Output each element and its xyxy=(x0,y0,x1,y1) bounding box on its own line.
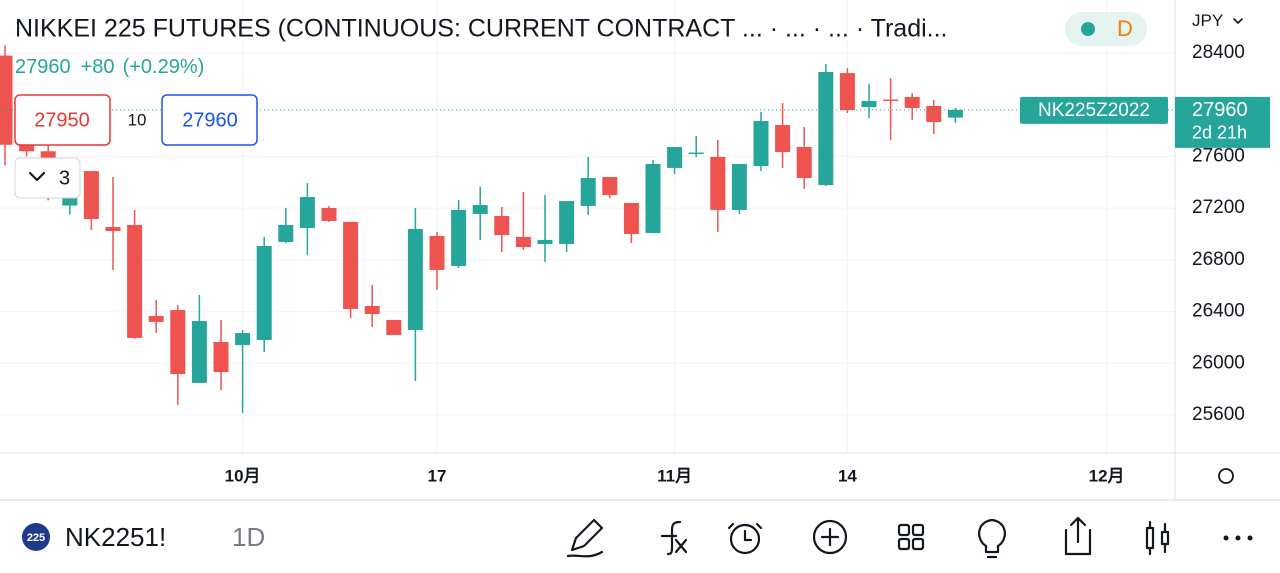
y-tick-label: 28400 xyxy=(1192,42,1245,63)
candle-body xyxy=(710,156,726,210)
ideas-icon[interactable] xyxy=(978,518,1006,559)
candle-body xyxy=(105,227,121,232)
candle-body xyxy=(429,235,445,270)
chart-title: NIKKEI 225 FUTURES (CONTINUOUS: CURRENT … xyxy=(15,15,948,43)
candle-body xyxy=(170,310,186,375)
axis-price-box xyxy=(1175,96,1270,148)
draw-icon[interactable] xyxy=(566,518,604,558)
interval[interactable]: 1D xyxy=(232,522,265,552)
candle-body xyxy=(256,246,272,341)
more-icon[interactable] xyxy=(1223,535,1253,541)
ask-price[interactable]: 27960 xyxy=(182,109,238,131)
candle-body xyxy=(0,55,13,145)
y-tick-label: 27200 xyxy=(1192,197,1245,218)
symbol-logo xyxy=(22,523,50,551)
badge[interactable] xyxy=(1065,12,1147,46)
candle-body xyxy=(299,197,315,229)
candle-body xyxy=(472,205,488,214)
y-tick-label: 26400 xyxy=(1192,301,1245,322)
currency[interactable]: JPY xyxy=(1192,11,1223,30)
buy-button[interactable] xyxy=(161,94,258,146)
candle-body xyxy=(602,176,618,195)
candle-body xyxy=(883,99,899,102)
legend-change: +80 xyxy=(81,56,115,78)
add-icon[interactable] xyxy=(812,519,848,555)
sell-button[interactable] xyxy=(14,94,111,146)
candle-body xyxy=(947,109,963,118)
symbol[interactable]: NK2251! xyxy=(65,522,166,552)
candle-body xyxy=(818,72,834,186)
logo-text: 225 xyxy=(27,532,45,544)
candle-body xyxy=(19,144,35,152)
candle-body xyxy=(494,216,510,236)
spread: 10 xyxy=(128,110,147,129)
candle-body xyxy=(731,163,747,210)
candle-body xyxy=(623,202,639,234)
candle-body xyxy=(796,146,812,179)
toolbar: 225 NK2251! 1D xyxy=(22,516,1253,559)
candle-body xyxy=(537,239,553,244)
settings-icon[interactable] xyxy=(1218,468,1234,484)
layout-icon[interactable] xyxy=(897,523,925,551)
y-tick-label: 27600 xyxy=(1192,145,1245,166)
overlay: NIKKEI 225 FUTURES (CONTINUOUS: CURRENT … xyxy=(14,11,1243,199)
candle-body xyxy=(407,228,423,331)
y-tick-label: 26800 xyxy=(1192,249,1245,270)
axis-price: 27960 xyxy=(1192,99,1248,121)
candle-body xyxy=(451,209,467,266)
candle-body xyxy=(386,319,402,335)
x-tick-label: 17 xyxy=(428,466,447,485)
candle-body xyxy=(213,341,229,373)
price-label-symbol: NK225Z2022 xyxy=(1038,100,1150,121)
candles xyxy=(0,45,1175,414)
x-tick-label: 10月 xyxy=(225,466,261,485)
candle-body xyxy=(321,208,337,221)
share-icon[interactable] xyxy=(1064,516,1092,556)
y-tick-label: 25600 xyxy=(1192,404,1245,425)
candle-body xyxy=(83,171,99,220)
price-label-box xyxy=(1020,96,1168,124)
collapse-button[interactable] xyxy=(14,157,81,199)
candle-body xyxy=(688,152,704,155)
candle-body xyxy=(127,224,143,338)
countdown: 2d 21h xyxy=(1192,123,1247,143)
candle-body xyxy=(861,100,877,108)
candle-body xyxy=(580,178,596,206)
legend-change-pct: (+0.29%) xyxy=(123,56,205,78)
candle-body xyxy=(191,321,207,383)
candle-body xyxy=(515,236,531,248)
candle-body xyxy=(235,333,251,346)
candle-body xyxy=(278,224,294,243)
legend: 27960 +80 (+0.29%) xyxy=(15,56,204,78)
bid-price[interactable]: 27950 xyxy=(34,109,90,131)
interval-badge[interactable]: D xyxy=(1117,16,1133,41)
x-tick-label: 14 xyxy=(838,466,857,485)
x-tick-label: 12月 xyxy=(1089,466,1125,485)
candle-body xyxy=(667,146,683,168)
legend-price: 27960 xyxy=(15,56,71,78)
dropdown-icon xyxy=(1233,18,1243,24)
y-tick-label: 26000 xyxy=(1192,352,1245,373)
candle-body xyxy=(775,125,791,153)
x-tick-label: 11月 xyxy=(657,466,692,485)
currency-label[interactable]: JPY xyxy=(1192,11,1223,30)
candle-body xyxy=(343,221,359,309)
indicator-icon[interactable] xyxy=(660,520,688,556)
candle-body xyxy=(926,106,942,123)
candle-body xyxy=(364,306,380,315)
candle-body xyxy=(753,121,769,166)
collapse-icon xyxy=(28,171,46,182)
candle-body xyxy=(559,201,575,244)
chart-type-icon[interactable] xyxy=(1145,520,1170,556)
candle-body xyxy=(148,315,164,322)
collapse-count[interactable]: 3 xyxy=(59,167,70,189)
candle-body xyxy=(904,96,920,108)
status-dot xyxy=(1081,22,1095,36)
alert-icon[interactable] xyxy=(727,522,763,555)
candle-body xyxy=(645,163,661,233)
candle-body xyxy=(839,73,855,111)
